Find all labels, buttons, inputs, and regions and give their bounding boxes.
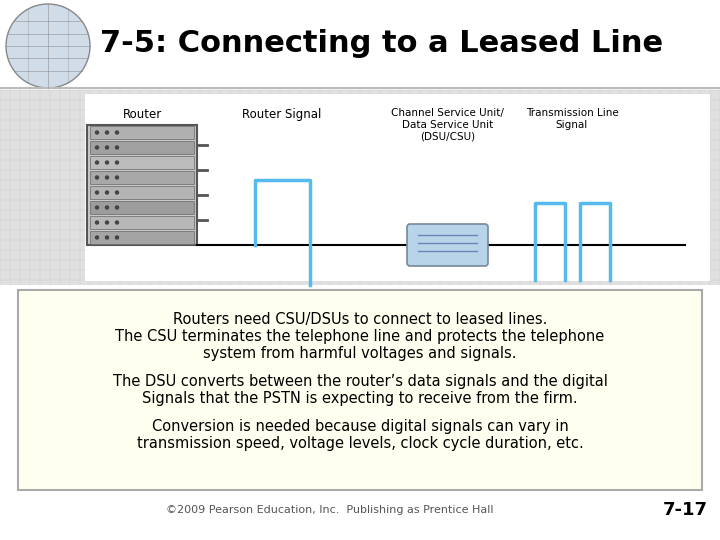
Circle shape [96,236,99,239]
Circle shape [106,161,109,164]
Circle shape [115,191,119,194]
Text: system from harmful voltages and signals.: system from harmful voltages and signals… [203,346,517,361]
Bar [0,90,720,285]
Circle shape [96,161,99,164]
Circle shape [106,236,109,239]
Circle shape [106,221,109,224]
Circle shape [115,176,119,179]
Bar [18,290,702,490]
Circle shape [106,191,109,194]
Text: Conversion is needed because digital signals can vary in: Conversion is needed because digital sig… [152,419,568,434]
Text: 7-17: 7-17 [662,501,708,519]
Text: Channel Service Unit/
Data Service Unit
(DSU/CSU): Channel Service Unit/ Data Service Unit … [391,108,504,141]
Text: Routers need CSU/DSUs to connect to leased lines.: Routers need CSU/DSUs to connect to leas… [173,312,547,327]
Circle shape [96,146,99,149]
Bar [90,126,194,139]
Text: Transmission Line
Signal: Transmission Line Signal [526,108,618,130]
Circle shape [6,4,90,88]
Circle shape [96,191,99,194]
Text: The DSU converts between the router’s data signals and the digital: The DSU converts between the router’s da… [112,374,608,389]
Circle shape [115,146,119,149]
Text: ©2009 Pearson Education, Inc.  Publishing as Prentice Hall: ©2009 Pearson Education, Inc. Publishing… [166,505,494,515]
Text: Router: Router [122,108,161,121]
Circle shape [106,176,109,179]
Circle shape [106,206,109,209]
Circle shape [96,206,99,209]
Bar [87,125,197,245]
Circle shape [96,176,99,179]
Bar [90,171,194,184]
Bar [90,141,194,154]
Bar [85,94,710,281]
Circle shape [115,131,119,134]
Bar [90,216,194,229]
Text: Router Signal: Router Signal [243,108,322,121]
Text: Signals that the PSTN is expecting to receive from the firm.: Signals that the PSTN is expecting to re… [142,391,578,406]
Circle shape [96,131,99,134]
Text: The CSU terminates the telephone line and protects the telephone: The CSU terminates the telephone line an… [115,329,605,344]
Circle shape [106,131,109,134]
Text: 7-5: Connecting to a Leased Line: 7-5: Connecting to a Leased Line [100,30,663,58]
Circle shape [96,221,99,224]
FancyBboxPatch shape [407,224,488,266]
Circle shape [115,206,119,209]
Bar [90,201,194,214]
Text: transmission speed, voltage levels, clock cycle duration, etc.: transmission speed, voltage levels, cloc… [137,436,583,451]
Circle shape [115,161,119,164]
Bar [90,231,194,244]
Circle shape [115,221,119,224]
Bar [90,156,194,169]
Circle shape [106,146,109,149]
Bar [90,186,194,199]
Circle shape [115,236,119,239]
